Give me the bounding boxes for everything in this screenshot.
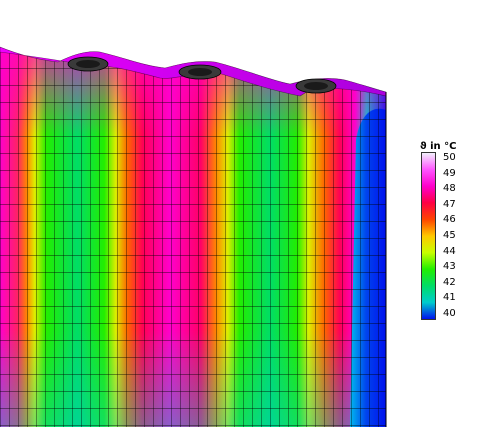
- colorbar-tick-label: 47: [443, 198, 456, 210]
- colorbar: [421, 152, 436, 320]
- colorbar-tick-label: 50: [443, 152, 456, 163]
- colorbar-tick-label: 40: [443, 308, 456, 319]
- colorbar-tick-label: 42: [443, 276, 456, 288]
- colorbar-tick-label: 44: [443, 245, 456, 257]
- colorbar-tick-label: 46: [443, 214, 456, 226]
- colorbar-tick-label: 49: [443, 167, 456, 179]
- colorbar-tick-label: 43: [443, 261, 456, 273]
- colorbar-tick-label: 41: [443, 292, 456, 304]
- colorbar-ticks: 50 49 48 47 46 45 44 43 42 41 40: [443, 152, 473, 320]
- colorbar-tick-label: 48: [443, 183, 456, 195]
- cooling-holes: [67, 56, 337, 94]
- heat-exchanger-body: [0, 47, 386, 427]
- colorbar-tick-label: 45: [443, 230, 456, 241]
- legend-title: ϑ in °C: [420, 141, 457, 152]
